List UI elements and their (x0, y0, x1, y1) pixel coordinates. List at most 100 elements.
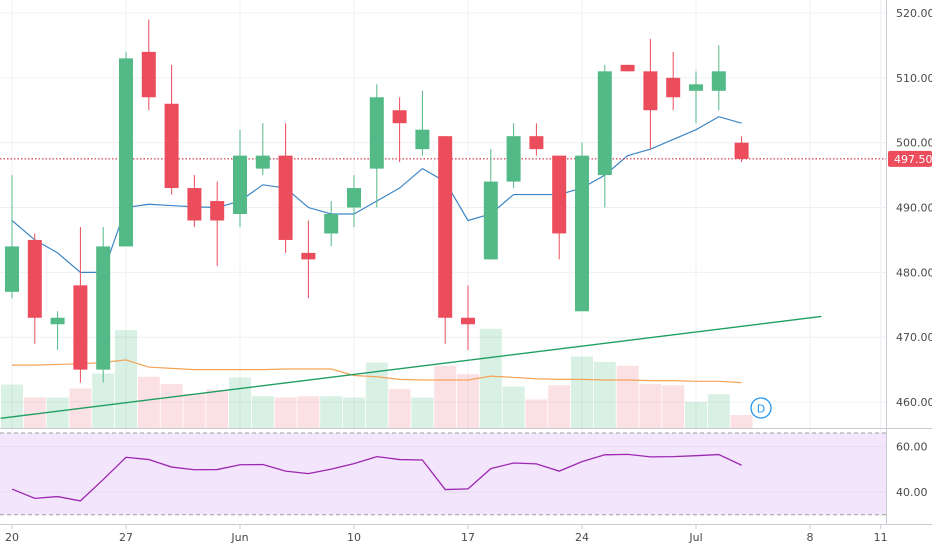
candle[interactable] (5, 175, 19, 299)
candle[interactable] (164, 64, 179, 195)
volume-bar (593, 361, 616, 428)
last-price-label: 497.50 (894, 153, 932, 166)
candle[interactable] (552, 155, 567, 260)
time-tick-label: Jul (688, 531, 702, 544)
time-tick-label: 8 (807, 531, 814, 544)
price-tick-label: 480.00 (896, 266, 932, 279)
candle[interactable] (597, 64, 612, 208)
candle[interactable] (415, 90, 430, 156)
candle[interactable] (187, 175, 202, 227)
candle[interactable] (255, 123, 270, 176)
candle-body[interactable] (141, 51, 156, 98)
candle[interactable] (119, 51, 133, 247)
candle-body[interactable] (324, 214, 339, 234)
candle[interactable] (461, 285, 475, 351)
last-price-tag-box (888, 150, 932, 167)
candle-body[interactable] (506, 136, 521, 182)
candle[interactable] (483, 149, 498, 260)
price-tick-label: 460.00 (896, 396, 932, 409)
candle-body[interactable] (5, 246, 19, 292)
volume-bar (457, 374, 479, 428)
candle-body[interactable] (278, 155, 293, 240)
candle[interactable] (643, 38, 658, 150)
candle-body[interactable] (233, 155, 247, 214)
candle-body[interactable] (210, 201, 225, 221)
candle-body[interactable] (27, 239, 42, 318)
candle-body[interactable] (392, 110, 407, 124)
volume-bar (525, 399, 548, 428)
volume-bar (46, 397, 69, 428)
candle[interactable] (96, 226, 111, 383)
trendline[interactable] (0, 315, 822, 419)
candle[interactable] (734, 136, 749, 163)
candle-body[interactable] (711, 71, 726, 91)
volume-bar (730, 415, 753, 428)
price-tick-label: 520.00 (896, 7, 932, 20)
candle-body[interactable] (119, 58, 133, 247)
volume-bar (206, 389, 229, 428)
rsi-tick-label: 40.00 (896, 486, 928, 499)
candle[interactable] (438, 136, 453, 344)
volume-bar (639, 383, 662, 428)
candle-body[interactable] (369, 97, 384, 169)
volume-bar (388, 389, 411, 428)
volume-bar (115, 330, 137, 428)
price-axis-labels: 520.00 510.00 500.00 490.00 480.00 470.00 460.… (896, 7, 932, 409)
candle-body[interactable] (552, 155, 567, 234)
candle[interactable] (711, 45, 726, 111)
volume-bar (1, 384, 23, 428)
candle-body[interactable] (575, 155, 589, 312)
candle-body[interactable] (96, 246, 111, 370)
candle-body[interactable] (301, 252, 316, 260)
candle-body[interactable] (529, 136, 544, 150)
candle[interactable] (27, 233, 42, 344)
volume-bar (343, 397, 365, 428)
candles[interactable] (5, 19, 749, 383)
candle[interactable] (575, 142, 589, 312)
volume-bar (685, 402, 707, 428)
candle-body[interactable] (438, 136, 453, 318)
candle[interactable] (347, 175, 361, 227)
candle[interactable] (620, 64, 635, 72)
candle-body[interactable] (734, 142, 749, 159)
candle[interactable] (689, 71, 703, 124)
candle-body[interactable] (415, 129, 430, 150)
candle-body[interactable] (347, 188, 361, 208)
candle-body[interactable] (461, 317, 475, 325)
candle[interactable] (529, 123, 544, 156)
candle-body[interactable] (620, 64, 635, 72)
candle-body[interactable] (187, 188, 202, 221)
candle-body[interactable] (666, 77, 681, 98)
candle[interactable] (324, 201, 339, 247)
volume-bar (137, 376, 160, 428)
interval-badge-label[interactable]: D (757, 403, 765, 416)
candle-body[interactable] (643, 71, 658, 111)
candle[interactable] (50, 311, 65, 351)
candle-body[interactable] (164, 103, 179, 189)
candle-body[interactable] (73, 285, 88, 370)
candle[interactable] (392, 97, 407, 163)
candle-body[interactable] (50, 317, 65, 325)
time-tick-label: 10 (347, 531, 361, 544)
candle[interactable] (506, 123, 521, 189)
volume-bar (616, 365, 639, 428)
candle-body[interactable] (597, 71, 612, 176)
candle[interactable] (278, 123, 293, 253)
candle[interactable] (666, 51, 681, 111)
time-tick-label: Jun (230, 531, 248, 544)
price-tick-label: 470.00 (896, 331, 932, 344)
candle[interactable] (210, 181, 225, 266)
candle-body[interactable] (255, 155, 270, 169)
candle[interactable] (301, 220, 316, 299)
candle[interactable] (73, 226, 88, 383)
candle-body[interactable] (483, 181, 498, 260)
volume-bar (160, 383, 183, 428)
candle[interactable] (233, 129, 247, 227)
candle-body[interactable] (689, 84, 703, 91)
interval-badge[interactable]: D (750, 397, 772, 419)
interval-badge-circle[interactable] (750, 397, 772, 419)
candle[interactable] (141, 19, 156, 111)
axes (0, 0, 932, 525)
candle[interactable] (369, 84, 384, 208)
